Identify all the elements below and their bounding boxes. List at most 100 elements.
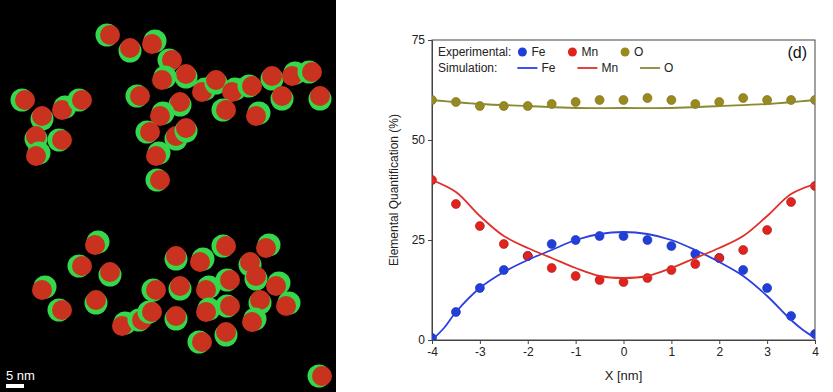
particle-core	[250, 290, 270, 310]
data-point	[691, 260, 700, 269]
data-point	[667, 96, 676, 105]
x-axis: -4-3-2-101234	[427, 340, 819, 359]
legend-swatch	[568, 48, 577, 57]
data-point	[475, 102, 484, 111]
simulation-line	[432, 100, 815, 108]
data-point	[763, 284, 772, 293]
simulation-line	[432, 180, 815, 278]
particle-core	[120, 38, 140, 58]
particle-core	[26, 146, 46, 166]
tick-mark	[480, 340, 481, 344]
simulation-line	[432, 232, 815, 340]
tick-mark	[428, 240, 432, 241]
particle-core	[32, 106, 52, 126]
particle-core	[196, 280, 216, 300]
particle-core	[216, 100, 236, 120]
legend-item: O	[621, 45, 644, 59]
data-point	[475, 222, 484, 231]
particle-core	[130, 86, 150, 106]
particle-core	[176, 118, 196, 138]
data-point	[787, 198, 796, 207]
legend-title: Simulation:	[438, 61, 497, 75]
legend-swatch	[621, 48, 630, 57]
legend-label: O	[634, 45, 643, 59]
particle-core	[242, 312, 262, 332]
tick-label: 1	[669, 345, 676, 359]
legend-swatch	[577, 67, 597, 69]
particle-core	[72, 90, 92, 110]
particle-core	[216, 322, 236, 342]
elemental-map: 5 nm	[0, 0, 336, 392]
tick: 75	[412, 33, 432, 47]
panel-label: (d)	[787, 44, 807, 61]
tick-label: 2	[716, 345, 723, 359]
tick: -2	[523, 340, 534, 359]
particle-core	[302, 62, 322, 82]
tick-label: 3	[764, 345, 771, 359]
data-point	[739, 94, 748, 103]
legend-item: Fe	[517, 61, 555, 75]
tick-label: -3	[475, 345, 486, 359]
data-point	[595, 96, 604, 105]
particle-core	[266, 276, 286, 296]
scale-bar-label: 5 nm	[6, 368, 35, 383]
particle-core	[146, 146, 166, 166]
tick-mark	[624, 340, 625, 344]
particle-core	[242, 76, 262, 96]
plot-marks	[432, 94, 815, 341]
particle-core	[140, 122, 160, 142]
particle-core	[72, 256, 92, 276]
legend-label: Fe	[531, 45, 545, 59]
particle-core	[310, 86, 330, 106]
plot-frame	[432, 40, 815, 340]
tick: 0	[621, 340, 628, 359]
data-point	[763, 226, 772, 235]
data-point	[451, 200, 460, 209]
tick-label: -1	[571, 345, 582, 359]
particle-core	[246, 106, 266, 126]
particle-core	[152, 70, 172, 90]
particle-core	[272, 86, 292, 106]
y-axis: 0 25 50 75	[412, 33, 433, 347]
tick-mark	[719, 340, 720, 344]
data-point	[571, 272, 580, 281]
tick: -3	[475, 340, 486, 359]
particle-core	[206, 70, 226, 90]
particle-core	[150, 170, 170, 190]
particle-core	[166, 306, 186, 326]
tick: 50	[412, 133, 432, 147]
particle-core	[220, 270, 240, 290]
legend-label: Mn	[601, 61, 618, 75]
legend-item: Mn	[568, 45, 598, 59]
data-point	[571, 98, 580, 107]
axis-line	[433, 341, 816, 345]
tick-label: 4	[812, 345, 819, 359]
tick: 0	[418, 333, 432, 347]
tick-label: -2	[523, 345, 534, 359]
legend-label: Fe	[541, 61, 555, 75]
tick-label: 50	[412, 133, 426, 147]
tick: 4	[812, 340, 819, 359]
legend-item: Mn	[577, 61, 618, 75]
particle-core	[142, 34, 162, 54]
data-point	[547, 240, 556, 249]
tick-label: 0	[621, 345, 628, 359]
legend-label: Mn	[581, 45, 598, 59]
data-point	[547, 264, 556, 273]
particle-core	[86, 290, 106, 310]
legend-swatch	[640, 67, 660, 69]
x-axis-title: X [nm]	[605, 368, 643, 383]
legend-title: Experimental:	[438, 45, 511, 59]
tick-mark	[428, 340, 432, 341]
figure: 5 nm-4-3-2-1012340255075X [nm]Elemental …	[0, 0, 833, 392]
tick-label: 0	[418, 333, 425, 347]
particle-core	[176, 64, 196, 84]
tick-mark	[528, 340, 529, 344]
particle-core	[262, 66, 282, 86]
data-point	[739, 246, 748, 255]
particle-core	[170, 276, 190, 296]
map-background	[0, 0, 336, 392]
legend-label: O	[664, 61, 673, 75]
tick-label: 75	[412, 33, 426, 47]
tick-label: 25	[412, 233, 426, 247]
